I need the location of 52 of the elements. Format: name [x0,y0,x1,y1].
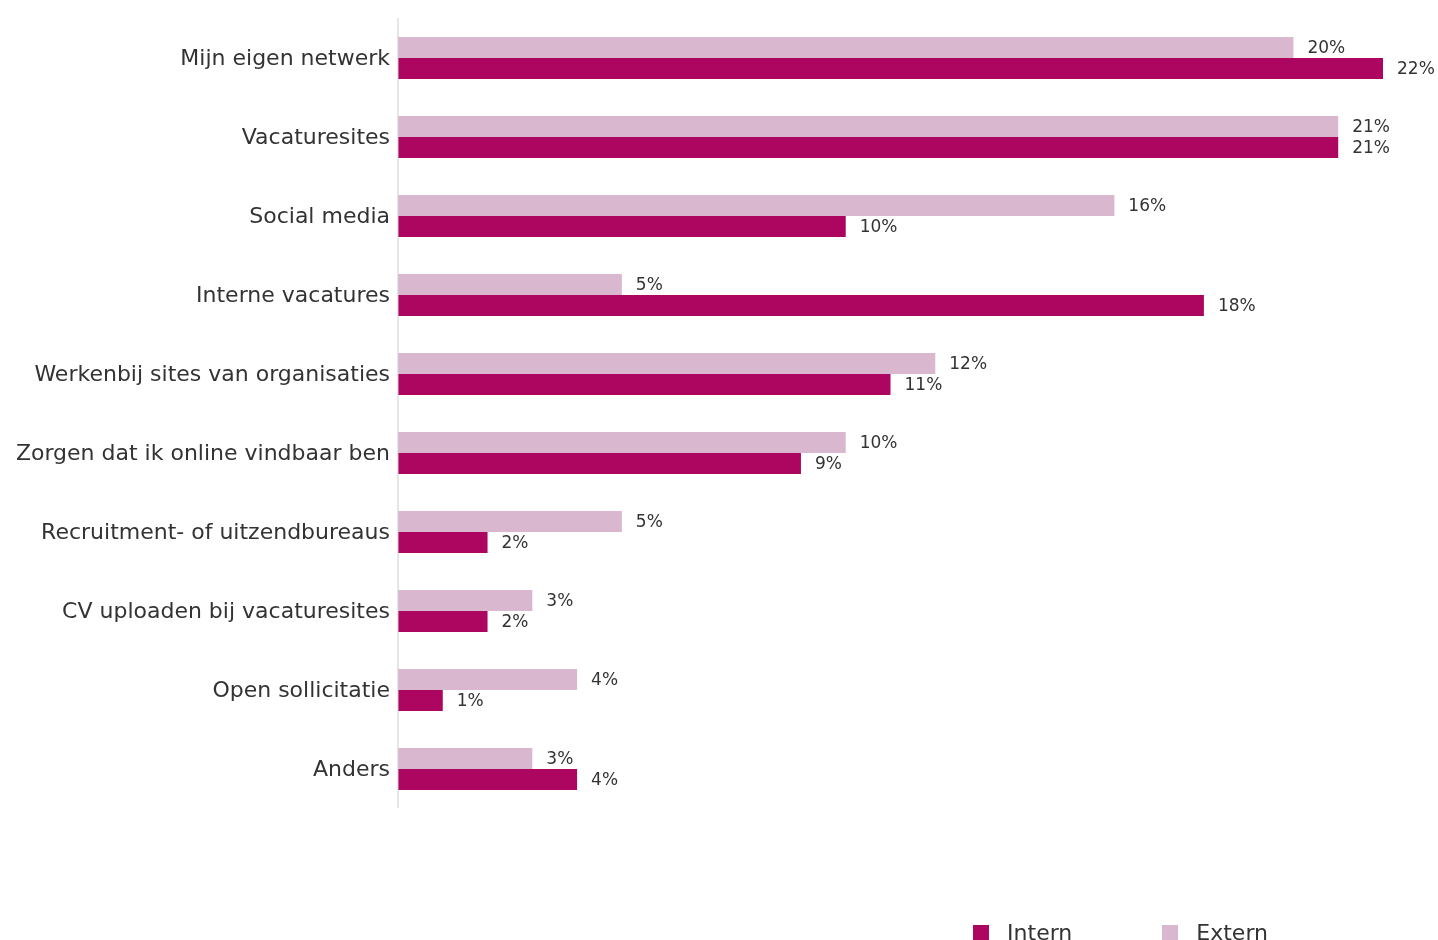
bar [398,36,1294,58]
data-label: 1% [456,690,484,711]
data-label: 10% [859,432,898,453]
bar [398,589,533,611]
y-tick-label: Zorgen dat ik online vindbaar ben [15,440,390,466]
bar [398,273,622,295]
data-label: 12% [949,353,988,374]
bar [398,194,1115,216]
data-label: 2% [501,532,529,553]
data-label: 4% [591,769,619,790]
bar [398,747,533,769]
bar [398,531,488,553]
data-label: 22% [1397,58,1435,79]
y-tick-label: Recruitment- of uitzendbureaus [41,519,390,545]
y-tick-label: Open sollicitatie [212,677,390,703]
bar [398,768,578,790]
data-label: 18% [1217,295,1256,316]
legend-label: Extern [1196,920,1268,940]
data-label: 20% [1307,37,1346,58]
y-tick-label: Vacaturesites [241,124,390,150]
bar [398,610,488,632]
legend-label: Intern [1007,920,1073,940]
y-tick-label: Mijn eigen netwerk [180,45,391,71]
y-tick-label: Interne vacatures [196,282,390,308]
bar [398,431,846,453]
data-label: 10% [859,216,898,237]
data-label: 5% [635,274,663,295]
bar [398,373,891,395]
data-label: 2% [501,611,529,632]
data-label: 11% [904,374,943,395]
data-label: 9% [814,453,842,474]
data-label: 3% [546,590,574,611]
y-tick-label: Social media [249,203,390,229]
bar [398,57,1383,79]
bar [398,668,578,690]
bar [398,294,1204,316]
data-label: 21% [1352,116,1391,137]
data-label: 16% [1128,195,1167,216]
bar [398,689,443,711]
y-tick-label: Werkenbij sites van organisaties [34,361,390,387]
data-label: 5% [635,511,663,532]
data-label: 3% [546,748,574,769]
bar [398,352,936,374]
bar [398,215,846,237]
y-tick-label: Anders [313,756,390,782]
bar [398,510,622,532]
data-label: 21% [1352,137,1391,158]
y-tick-label: CV uploaden bij vacaturesites [62,598,390,624]
bar [398,136,1339,158]
data-label: 4% [591,669,619,690]
bar [398,452,801,474]
bar [398,115,1339,137]
